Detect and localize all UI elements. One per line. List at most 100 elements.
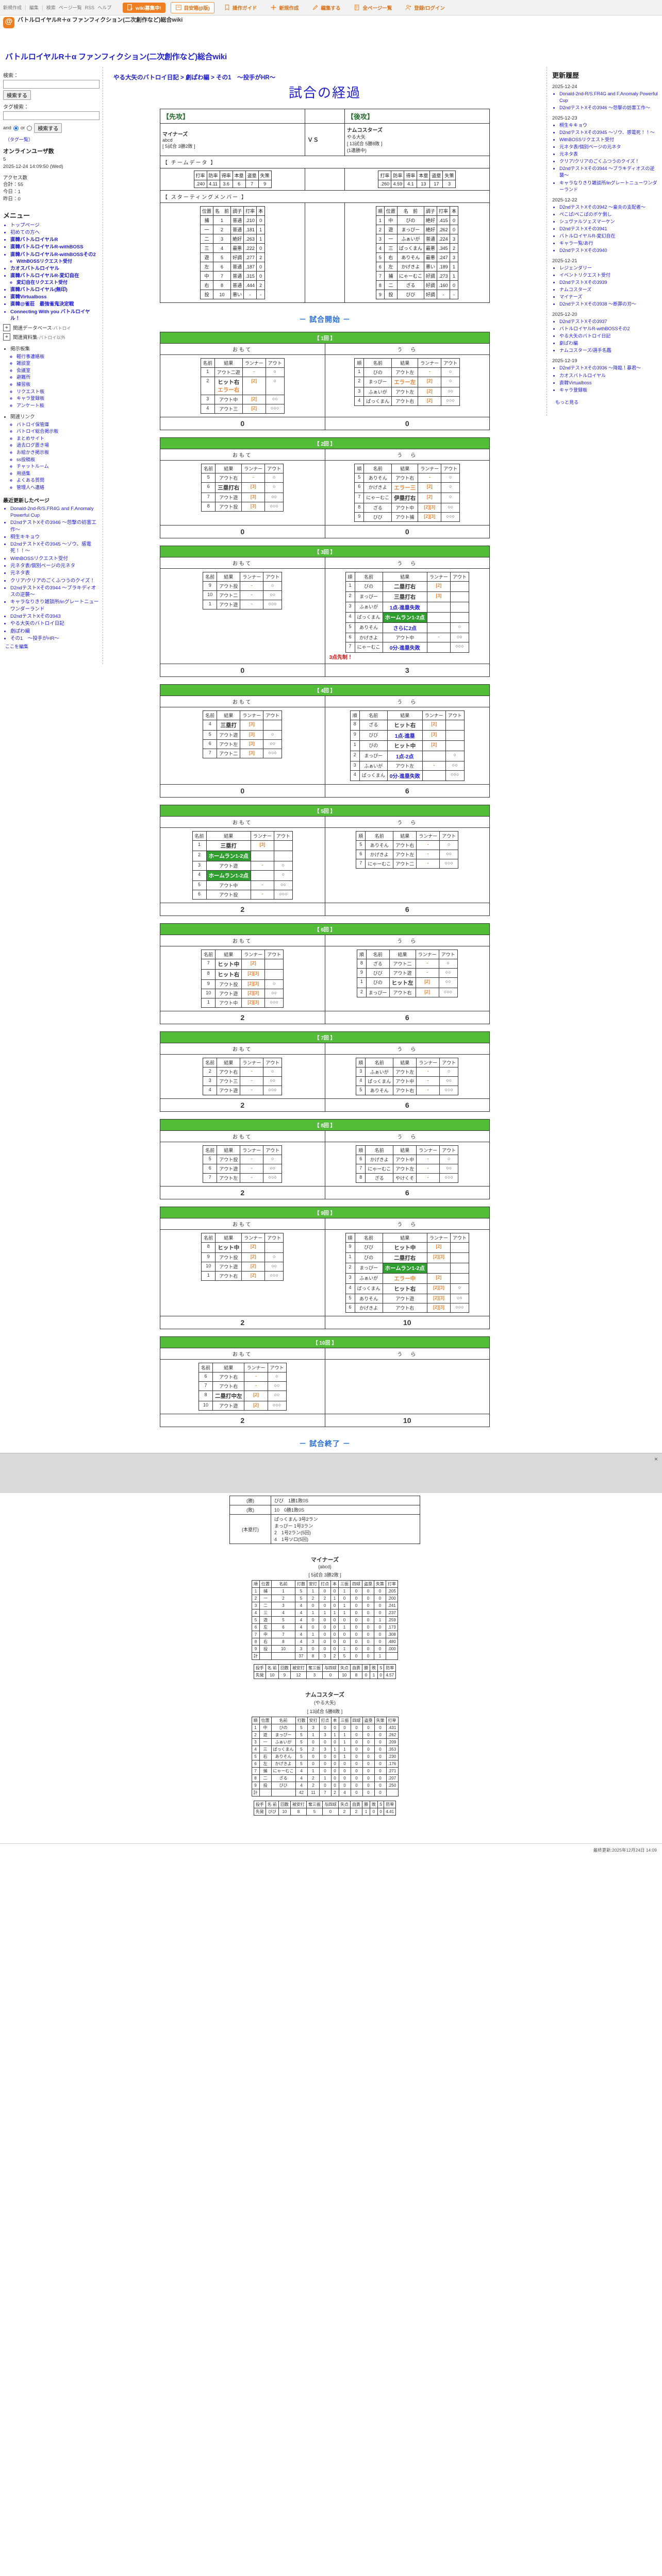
update-item-link[interactable]: カオスバトルロイヤル [559,372,658,379]
update-item-link[interactable]: D2ndテストXその3941 [559,226,658,232]
sidebar-menu-item[interactable]: 直韓バトルロイヤルR-変幻自在変幻自在リクエスト受付 [10,273,100,286]
board-link[interactable]: キャラ登録板 [16,395,100,402]
update-item-link[interactable]: D2ndテストXその3936 ～降臨！暴君～ [559,365,658,371]
sidebar-collapsible[interactable]: + 関連資料集-バトロイ以外 [3,333,100,341]
recent-page-link[interactable]: WithBOSSリクエスト受付 [10,555,100,562]
update-item-link[interactable]: 桐生キキョウ [559,122,658,129]
breadcrumb-part-2[interactable]: その1 ～投手がHR～ [216,75,276,81]
sidebar-menu-item[interactable]: 直韓バトルロイヤルR-withBOSS [10,244,100,250]
update-item-link[interactable]: D2ndテストXその3938 ～断罪の刃～ [559,301,658,308]
update-item-link[interactable]: バトルロイヤルR-変幻自在 [559,233,658,240]
topbar-link-7[interactable]: ヘルプ [97,5,112,10]
breadcrumb-part-1[interactable]: 劇ぱわ編 [185,75,209,81]
related-link[interactable]: 用語集 [16,470,100,477]
related-link[interactable]: まとめサイト [16,435,100,442]
board-link[interactable]: リクエスト板 [16,388,100,395]
update-item-link[interactable]: 劇ぱわ編 [559,340,658,347]
update-item-link[interactable]: D2ndテストXその3937 [559,318,658,325]
update-item-link[interactable]: WithBOSSリクエスト受付 [559,137,658,143]
update-item-link[interactable]: ナムコスターズ [559,286,658,293]
sidebar-submenu-item[interactable]: WithBOSSリクエスト受付 [16,258,100,265]
update-item-link[interactable]: ナムコスターズ/選手名鑑 [559,347,658,354]
tag-and-radio[interactable] [13,125,19,131]
update-item-link[interactable]: マイナーズ [559,294,658,300]
related-link[interactable]: 管理人へ連絡 [16,484,100,491]
tag-search-input[interactable] [3,111,100,120]
update-item-link[interactable]: やる大矢のバトロイ日記 [559,333,658,340]
recent-page-link[interactable]: D2ndテストXその3946 ～怨撃の妨害工作～ [10,519,100,533]
expand-icon[interactable]: + [3,333,10,341]
recent-page-link[interactable]: やる大矢のバトロイ日記 [10,620,100,627]
sidebar-edit-link[interactable]: ここを編集 [5,644,29,650]
board-link[interactable]: アンケート板 [16,402,100,409]
update-item-link[interactable]: D2ndテストXその3944 ～ブラキディオスの逆襲～ [559,165,658,179]
update-item-link[interactable]: シュヴァルツェスマーケン [559,218,658,225]
recent-page-link[interactable]: D2ndテストXその3944 ～ブラキディオスの逆襲～ [10,585,100,599]
edit-page-button[interactable]: 編集する [308,3,344,13]
wiki-recruit-button[interactable]: wiki募集中! [123,2,166,13]
update-item-link[interactable]: D2ndテストXその3939 [559,279,658,286]
board-link[interactable]: 雑談室 [16,360,100,367]
sidebar-menu-item[interactable]: 直韓バトルロイヤルR [10,236,100,243]
wiki-title[interactable]: バトルロイヤルR＋α ファンフィクション(二次創作など)総合wiki [5,53,227,61]
update-item-link[interactable]: レジェンダリー [559,265,658,272]
update-item-link[interactable]: キャラ登録板 [559,387,658,394]
update-item-link[interactable]: Donald-2nd-R/S.FR4G and F.Anomaly Powerf… [559,91,658,104]
update-item-link[interactable]: D2ndテストXその3946 ～怨撃の妨害工作～ [559,105,658,111]
update-history-more-link[interactable]: もっと見る [555,399,579,405]
search-button[interactable]: 検索する [3,90,31,100]
recent-page-link[interactable]: 桐生キキョウ [10,534,100,540]
update-item-link[interactable]: イベントリクエスト受付 [559,272,658,279]
operation-guide-button[interactable]: 操作ガイド [220,3,261,13]
topbar-link-6[interactable]: RSS [85,5,95,10]
recent-page-link[interactable]: 劇ぱわ編 [10,628,100,635]
related-link[interactable]: バトロイ総合掲示板 [16,428,100,435]
suggestion-box-button[interactable]: 目安箱(β版) [170,2,214,13]
update-item-link[interactable]: キャラ一覧/あ行 [559,240,658,247]
update-item-link[interactable]: 元ネタ表 [559,151,658,158]
sidebar-menu-item[interactable]: 初めての方へ [10,229,100,236]
board-link[interactable]: 会議室 [16,367,100,374]
update-item-link[interactable]: ぺこぱ/ぺこぱのボケ倒し [559,211,658,218]
update-item-link[interactable]: D2ndテストXその3940 [559,247,658,254]
update-item-link[interactable]: クリア/クリアのごくふつうのクイズ！ [559,158,658,165]
close-icon[interactable]: × [654,1455,658,1463]
update-item-link[interactable]: キャラなりきり雑談所/inグレートニューワンダーランド [559,180,658,193]
recent-page-link[interactable]: その1 ～投手がHR～ [10,635,100,642]
sidebar-menu-item[interactable]: Connecting With you バトルロイヤル！ [10,309,100,323]
topbar-link-5[interactable]: ページ一覧 [58,5,82,10]
recent-page-link[interactable]: Donald-2nd-R/S.FR4G and F.Anomaly Powerf… [10,505,100,519]
tag-list-link[interactable]: （タグ一覧） [5,137,34,142]
update-item-link[interactable]: 元ネタ表/個別ページの元ネタ [559,144,658,150]
topbar-link-1[interactable]: 編集 [29,5,39,10]
topbar-link-0[interactable]: 新規作成 [3,5,22,10]
board-link[interactable]: 練習板 [16,381,100,388]
breadcrumb-part-0[interactable]: やる大矢のバトロイ日記 [113,75,179,81]
login-button[interactable]: 登録/ログイン [401,3,449,13]
sidebar-menu-item[interactable]: トップページ [10,222,100,229]
update-item-link[interactable]: D2ndテストXその3942 ～豪炎の支配者～ [559,204,658,211]
sidebar-menu-item[interactable]: 直韓@雀荘 最強雀鬼決定戦 [10,301,100,308]
recent-page-link[interactable]: 元ネタ表 [10,570,100,577]
sidebar-menu-item[interactable]: 直韓バトルロイヤルR-withBOSSその2WithBOSSリクエスト受付 [10,251,100,265]
related-link[interactable]: ss投稿板 [16,456,100,463]
recent-page-link[interactable]: クリア/クリアのごくふつうのクイズ！ [10,578,100,584]
related-link[interactable]: チャットルーム [16,463,100,470]
recent-page-link[interactable]: 元ネタ表/個別ページの元ネタ [10,563,100,569]
sidebar-collapsible[interactable]: + 関連データベース-バトロイ [3,324,100,332]
related-link[interactable]: よくある質問 [16,477,100,484]
update-item-link[interactable]: 直韓Virtualboss [559,380,658,386]
recent-page-link[interactable]: キャラなりきり雑談所/inグレートニューワンダーランド [10,599,100,613]
related-link[interactable]: 過去ログ置き場 [16,442,100,449]
recent-page-link[interactable]: D2ndテストXその3945 ～ゾウ、感電死！！～ [10,541,100,555]
update-item-link[interactable]: D2ndテストXその3945 ～ゾウ、感電死！！～ [559,129,658,136]
sidebar-menu-item[interactable]: 直韓バトルロイヤル(無印) [10,286,100,293]
related-link[interactable]: お絵かき掲示板 [16,449,100,456]
related-link[interactable]: バトロイ保管庫 [16,421,100,428]
sidebar-menu-item[interactable]: 直韓Virtualboss [10,294,100,300]
topbar-link-2[interactable]: 検索 [46,5,56,10]
new-page-button[interactable]: 新規作成 [266,3,303,13]
search-input[interactable] [3,80,100,89]
sidebar-submenu-item[interactable]: 変幻自在リクエスト受付 [16,279,100,286]
board-link[interactable]: 避難所 [16,374,100,381]
